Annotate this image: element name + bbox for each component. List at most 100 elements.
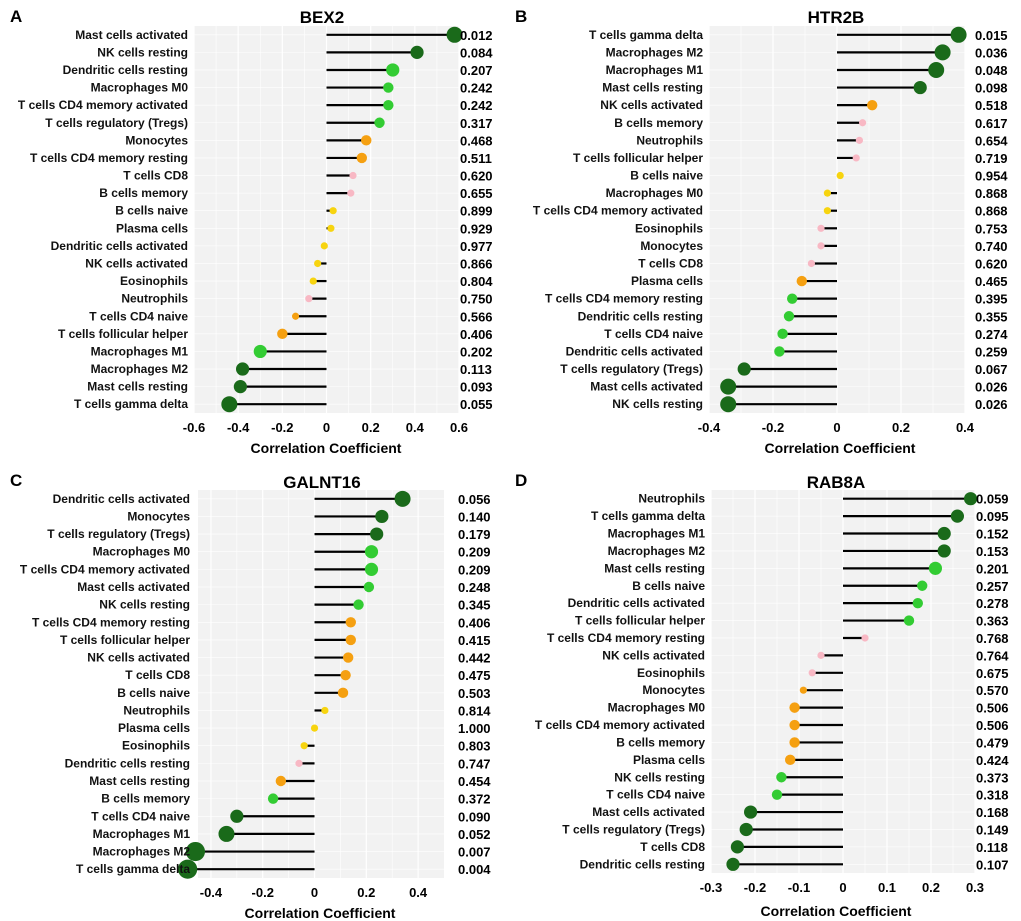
panel-letter: C xyxy=(10,471,22,490)
category-label: T cells CD4 memory activated xyxy=(533,204,703,218)
pvalue-label: 0.152 xyxy=(976,527,1009,542)
category-label: Monocytes xyxy=(640,239,703,253)
pvalue-label: 0.866 xyxy=(460,256,493,271)
x-tick-label: -0.1 xyxy=(788,880,810,895)
lollipop-dot xyxy=(903,615,915,626)
category-label: T cells gamma delta xyxy=(76,862,190,876)
x-tick-label: 0.2 xyxy=(357,885,375,900)
category-label: T cells regulatory (Tregs) xyxy=(45,116,188,130)
pvalue-label: 0.415 xyxy=(458,633,491,648)
category-label: T cells CD4 memory resting xyxy=(547,631,705,645)
lollipop-dot xyxy=(737,362,751,376)
lollipop-dot xyxy=(789,702,800,713)
x-tick-label: 0.2 xyxy=(892,420,910,435)
category-label: B cells naive xyxy=(115,204,188,218)
x-tick-label: -0.3 xyxy=(700,880,722,895)
lollipop-dot xyxy=(337,687,349,699)
category-label: Neutrophils xyxy=(636,133,703,147)
panel-c: C GALNT16 Dendritic cells activated 0.056 Mo… xyxy=(10,471,491,921)
pvalue-label: 0.750 xyxy=(460,292,493,307)
pvalue-label: 0.056 xyxy=(458,492,491,507)
pvalue-label: 0.753 xyxy=(975,221,1008,236)
pvalue-label: 0.004 xyxy=(458,862,491,877)
lollipop-dot xyxy=(235,362,250,376)
pvalue-label: 0.764 xyxy=(976,648,1009,663)
lollipop-dot xyxy=(230,809,244,823)
pvalue-label: 0.107 xyxy=(976,857,1009,872)
category-label: T cells CD4 memory resting xyxy=(32,615,190,629)
category-label: Monocytes xyxy=(642,683,705,697)
pvalue-label: 0.209 xyxy=(458,562,491,577)
lollipop-dot xyxy=(345,634,356,646)
x-tick-label: -0.2 xyxy=(271,420,293,435)
x-tick-label: 0 xyxy=(839,880,846,895)
category-label: NK cells activated xyxy=(85,256,188,270)
pvalue-label: 0.113 xyxy=(460,362,492,377)
x-tick-label: 0.4 xyxy=(406,420,425,435)
pvalue-label: 0.468 xyxy=(460,133,493,148)
lollipop-dot xyxy=(720,396,737,413)
pvalue-label: 0.007 xyxy=(458,845,491,860)
pvalue-label: 0.098 xyxy=(975,81,1008,96)
pvalue-label: 0.506 xyxy=(976,701,1009,716)
pvalue-label: 0.566 xyxy=(460,309,493,324)
lollipop-dot xyxy=(300,742,308,750)
category-label: T cells gamma delta xyxy=(589,28,703,42)
lollipop-dot xyxy=(964,492,978,506)
category-label: T cells regulatory (Tregs) xyxy=(47,527,190,541)
lollipop-dot xyxy=(295,759,303,767)
pvalue-label: 0.675 xyxy=(976,666,1009,681)
category-label: Dendritic cells activated xyxy=(53,492,190,506)
category-label: B cells memory xyxy=(99,186,188,200)
lollipop-dot xyxy=(291,312,300,320)
category-label: T cells CD4 memory resting xyxy=(545,292,703,306)
pvalue-label: 0.620 xyxy=(460,169,493,184)
category-label: Monocytes xyxy=(125,133,188,147)
category-label: T cells CD4 naive xyxy=(91,809,190,823)
pvalue-label: 0.977 xyxy=(460,239,493,254)
lollipop-dot xyxy=(867,99,878,111)
category-label: Macrophages M0 xyxy=(93,545,191,559)
lollipop-dot xyxy=(363,581,375,593)
x-tick-label: 0.2 xyxy=(922,880,940,895)
category-label: B cells memory xyxy=(101,792,190,806)
lollipop-dot xyxy=(783,311,795,322)
category-label: Neutrophils xyxy=(638,492,705,506)
category-label: T cells follicular helper xyxy=(575,614,705,628)
category-label: Macrophages M2 xyxy=(608,544,706,558)
category-label: T cells CD8 xyxy=(638,256,703,270)
lollipop-dot xyxy=(327,224,335,232)
category-label: T cells CD8 xyxy=(125,668,190,682)
category-label: Dendritic cells resting xyxy=(65,756,190,770)
pvalue-label: 0.317 xyxy=(460,116,493,131)
lollipop-dot xyxy=(774,346,785,357)
category-label: T cells CD8 xyxy=(640,840,705,854)
category-label: T cells CD4 naive xyxy=(606,788,705,802)
pvalue-label: 0.570 xyxy=(976,683,1009,698)
category-label: T cells gamma delta xyxy=(74,397,188,411)
lollipop-dot xyxy=(787,293,798,304)
x-tick-label: 0.4 xyxy=(409,885,428,900)
category-label: Plasma cells xyxy=(116,221,188,235)
pvalue-label: 0.201 xyxy=(976,561,1009,576)
lollipop-dot xyxy=(852,154,860,162)
category-label: Mast cells activated xyxy=(75,28,188,42)
category-label: NK cells activated xyxy=(600,98,703,112)
lollipop-dot xyxy=(799,686,808,694)
category-label: Macrophages M2 xyxy=(91,362,189,376)
lollipop-dot xyxy=(730,840,745,854)
pvalue-label: 0.257 xyxy=(976,579,1009,594)
lollipop-dot xyxy=(305,295,313,303)
category-label: Macrophages M1 xyxy=(608,527,706,541)
category-label: Macrophages M1 xyxy=(91,344,189,358)
lollipop-dot xyxy=(275,775,287,787)
category-label: Macrophages M1 xyxy=(606,63,704,77)
pvalue-label: 0.153 xyxy=(976,544,1009,559)
pvalue-label: 0.048 xyxy=(975,63,1008,78)
lollipop-dot xyxy=(353,599,364,610)
chart-title: HTR2B xyxy=(808,8,865,27)
pvalue-label: 0.067 xyxy=(975,362,1008,377)
lollipop-dot xyxy=(777,328,788,340)
pvalue-label: 0.140 xyxy=(458,509,491,524)
